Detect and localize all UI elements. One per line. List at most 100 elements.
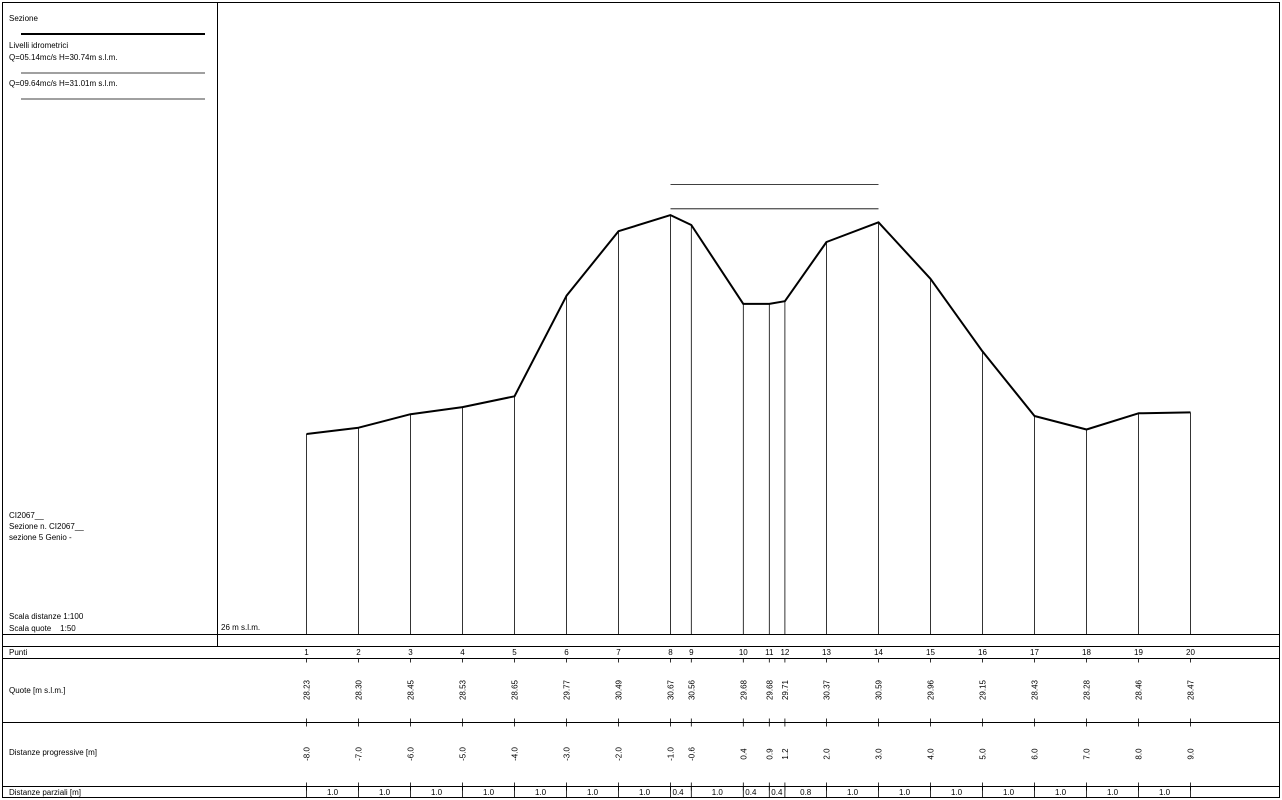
- partial-distance-value: 1.0: [847, 788, 859, 797]
- height-value: 28.30: [355, 679, 364, 700]
- height-value: 28.46: [1135, 679, 1144, 700]
- point-label: 11: [765, 648, 774, 657]
- partial-distance-value: 0.8: [800, 788, 812, 797]
- point-label: 1: [304, 648, 309, 657]
- point-label: 16: [978, 648, 987, 657]
- height-value: 29.77: [563, 679, 572, 700]
- section-legend-label: Sezione: [9, 14, 38, 23]
- height-value: 28.53: [459, 679, 468, 700]
- partial-distance-value: 1.0: [431, 788, 443, 797]
- point-label: 12: [780, 648, 789, 657]
- point-label: 18: [1082, 648, 1091, 657]
- partial-distance-value: 0.4: [771, 788, 783, 797]
- partial-row-label: Distanze parziali [m]: [9, 788, 81, 797]
- progressive-distance-value: 0.9: [765, 748, 774, 760]
- progressive-distance-value: -4.0: [511, 747, 520, 761]
- point-label: 6: [564, 648, 569, 657]
- partial-distance-value: 0.4: [745, 788, 757, 797]
- data-table: 1 28.23 -8.0 2 28.30 -7.0 3 28.45 -6.0 4 28.53 -5.0…: [303, 648, 1196, 798]
- height-value: 30.49: [615, 679, 624, 700]
- point-label: 17: [1030, 648, 1039, 657]
- height-value: 28.43: [1031, 679, 1040, 700]
- point-label: 2: [356, 648, 361, 657]
- progressive-distance-value: 6.0: [1031, 748, 1040, 760]
- height-value: 30.37: [823, 679, 832, 700]
- water-level-2-label: Q=09.64mc/s H=31.01m s.l.m.: [9, 79, 118, 88]
- progressive-distance-value: -8.0: [303, 747, 312, 761]
- height-scale: Scala quote 1:50: [9, 624, 76, 633]
- height-value: 30.56: [687, 679, 696, 700]
- water-level-1-label: Q=05.14mc/s H=30.74m s.l.m.: [9, 53, 118, 62]
- partial-distance-value: 1.0: [535, 788, 547, 797]
- partial-distance-value: 1.0: [639, 788, 651, 797]
- terrain-profile-line: [306, 214, 1191, 435]
- point-label: 7: [616, 648, 621, 657]
- partial-distance-value: 1.0: [899, 788, 911, 797]
- progressive-distance-value: 3.0: [875, 748, 884, 760]
- progressive-distance-value: 5.0: [979, 748, 988, 760]
- levels-legend-label: Livelli idrometrici: [9, 41, 68, 50]
- partial-distance-value: 1.0: [951, 788, 963, 797]
- height-value: 29.68: [765, 679, 774, 700]
- height-value: 29.68: [739, 679, 748, 700]
- progressive-distance-value: -1.0: [667, 747, 676, 761]
- progressive-row-label: Distanze progressive [m]: [9, 748, 97, 757]
- partial-distance-value: 1.0: [379, 788, 391, 797]
- progressive-distance-value: -3.0: [563, 747, 572, 761]
- progressive-distance-value: -0.6: [687, 747, 696, 761]
- terrain-profile: [306, 214, 1191, 435]
- height-value: 28.28: [1083, 679, 1092, 700]
- point-label: 9: [689, 648, 694, 657]
- progressive-distance-value: 4.0: [927, 748, 936, 760]
- height-value: 28.47: [1187, 679, 1196, 700]
- partial-distance-value: 1.0: [1159, 788, 1171, 797]
- height-value: 28.65: [511, 679, 520, 700]
- progressive-distance-value: -6.0: [407, 747, 416, 761]
- partial-distance-value: 1.0: [712, 788, 724, 797]
- progressive-distance-value: 7.0: [1083, 748, 1092, 760]
- height-value: 29.96: [927, 679, 936, 700]
- point-label: 4: [460, 648, 465, 657]
- progressive-distance-value: 9.0: [1187, 748, 1196, 760]
- height-value: 29.15: [979, 679, 988, 700]
- partial-distance-value: 1.0: [1107, 788, 1119, 797]
- progressive-distance-value: 0.4: [739, 748, 748, 760]
- progressive-distance-value: 2.0: [823, 748, 832, 760]
- section-number: Sezione n. CI2067__: [9, 522, 84, 531]
- height-value: 28.45: [407, 679, 416, 700]
- distance-scale: Scala distanze 1:100: [9, 612, 84, 621]
- water-levels: [670, 184, 879, 210]
- point-label: 8: [668, 648, 673, 657]
- point-label: 5: [512, 648, 517, 657]
- progressive-distance-value: -2.0: [615, 747, 624, 761]
- partial-distance-value: 1.0: [327, 788, 339, 797]
- point-label: 20: [1186, 648, 1195, 657]
- partial-distance-value: 1.0: [1055, 788, 1067, 797]
- heights-row-label: Quote [m s.l.m.]: [9, 686, 65, 695]
- point-label: 14: [874, 648, 883, 657]
- partial-distance-value: 1.0: [1003, 788, 1015, 797]
- progressive-distance-value: 8.0: [1135, 748, 1144, 760]
- height-value: 30.59: [875, 679, 884, 700]
- point-label: 10: [739, 648, 748, 657]
- section-code: CI2067__: [9, 511, 44, 520]
- point-label: 15: [926, 648, 935, 657]
- height-value: 30.67: [667, 679, 676, 700]
- datum-label: 26 m s.l.m.: [221, 623, 260, 632]
- partial-distance-value: 1.0: [483, 788, 495, 797]
- vertical-lines: [306, 215, 1191, 634]
- point-label: 13: [822, 648, 831, 657]
- progressive-distance-value: 1.2: [781, 748, 790, 760]
- partial-distance-value: 0.4: [673, 788, 685, 797]
- partial-distance-value: 1.0: [587, 788, 599, 797]
- progressive-distance-value: -7.0: [355, 747, 364, 761]
- section-description: sezione 5 Genio -: [9, 533, 72, 542]
- progressive-distance-value: -5.0: [459, 747, 468, 761]
- point-label: 3: [408, 648, 413, 657]
- height-value: 29.71: [781, 679, 790, 700]
- height-value: 28.23: [303, 679, 312, 700]
- points-row-label: Punti: [9, 648, 27, 657]
- point-label: 19: [1134, 648, 1143, 657]
